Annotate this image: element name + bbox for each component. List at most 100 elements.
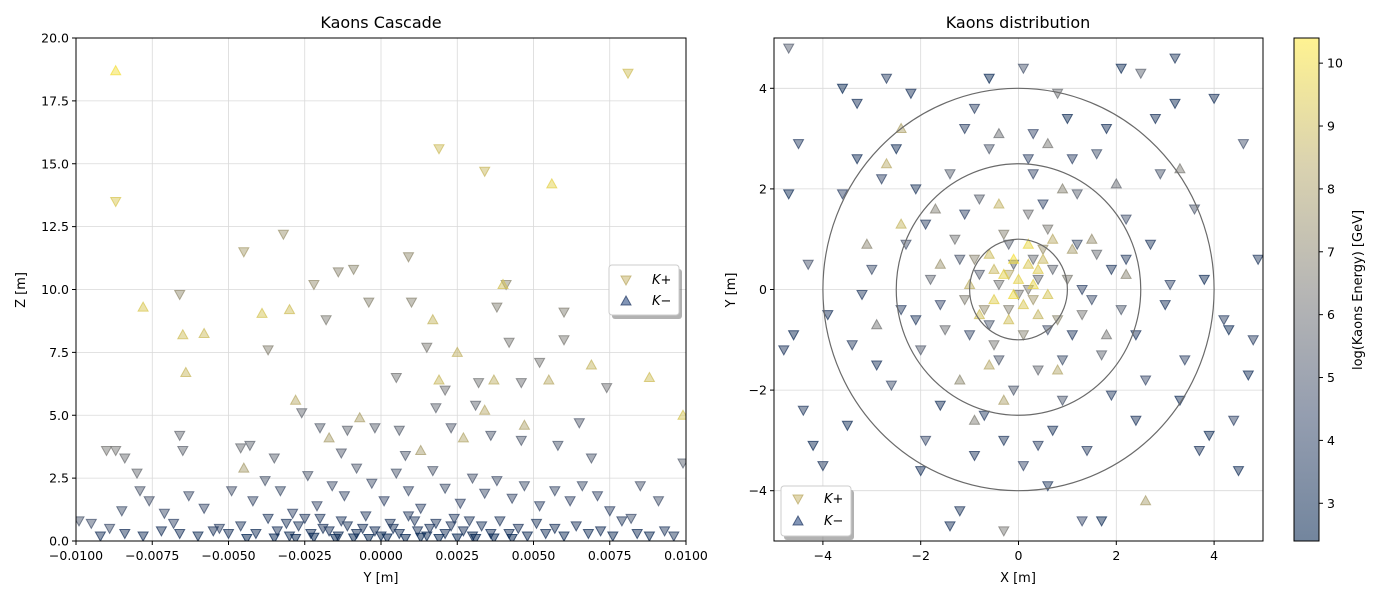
cascade-kminus-point [378, 496, 390, 507]
distribution-kminus-point [841, 420, 854, 432]
distribution-kplus-point [997, 268, 1010, 279]
distribution-kminus-point [1208, 93, 1220, 105]
distribution-kminus-point [939, 325, 951, 336]
cascade-kminus-point [359, 511, 372, 522]
cascade-kminus-point [259, 476, 271, 487]
cascade-kminus-point [115, 506, 128, 517]
distribution-kminus-point [993, 355, 1005, 366]
distribution-kplus-point [934, 258, 947, 269]
distribution-kminus-point [1022, 154, 1035, 165]
cascade-kminus-point [298, 513, 311, 525]
distribution-kminus-point [1061, 114, 1074, 125]
cascade-kminus-point [118, 453, 131, 465]
cascade-kminus-point [173, 290, 186, 301]
cascade-kminus-point [411, 526, 424, 537]
cascade-kminus-point [158, 508, 171, 520]
distribution-kminus-point [934, 300, 947, 311]
distribution-kplus-point [1100, 328, 1113, 340]
distribution-kminus-point [782, 189, 795, 200]
cascade-kplus-point [353, 411, 366, 423]
cascade-kminus-point [314, 513, 326, 525]
cascade-kplus-point [433, 373, 445, 385]
distribution-kminus-point [1027, 129, 1040, 140]
cascade-kminus-point [491, 476, 503, 487]
distribution-kminus-point [1037, 199, 1049, 211]
cascade-kminus-point [469, 534, 482, 541]
cascade-ytick-label: 2.5 [49, 471, 69, 486]
cascade-kminus-point [268, 453, 281, 465]
legend-kplus-marker [620, 275, 632, 287]
distribution-kminus-point [1081, 446, 1093, 457]
cascade-points [76, 64, 686, 541]
legend2-kminus-marker [792, 514, 804, 526]
legend2-kminus-label: K− [824, 514, 843, 529]
cascade-kplus-point [643, 371, 656, 382]
distribution-kminus-point [1154, 169, 1167, 180]
distribution-kminus-point [997, 435, 1010, 447]
legend-kminus-label: K− [652, 294, 671, 309]
cascade-kminus-point [631, 529, 644, 540]
distribution-kminus-point [851, 154, 863, 165]
distribution-kminus-point [1232, 466, 1245, 477]
cascade-kminus-point [335, 516, 348, 527]
cascade-kminus-point [606, 531, 619, 541]
distribution-kplus-point [1046, 233, 1059, 244]
distribution-kplus-point [1017, 298, 1030, 310]
cascade-kminus-point [414, 503, 427, 515]
cascade-kminus-point [173, 430, 186, 442]
cascade-kminus-point [530, 518, 543, 530]
cascade-kminus-point [274, 486, 287, 497]
distribution-kplus-point [870, 318, 883, 330]
cascade-kminus-point [616, 516, 628, 527]
distribution-kminus-point [1120, 254, 1132, 266]
distribution-grid [774, 38, 1263, 541]
cascade-ylabel: Z [m] [14, 272, 29, 308]
cascade-kminus-point [518, 481, 531, 492]
distribution-kminus-point [909, 184, 922, 195]
distribution-kminus-point [1032, 274, 1044, 286]
cascade-ytick-label: 10.0 [41, 282, 69, 297]
cascade-kminus-point [558, 531, 570, 541]
cascade-ytick-label: 12.5 [41, 219, 69, 234]
distribution-kminus-point [885, 380, 898, 392]
cascade-kminus-point [347, 533, 360, 541]
cascade-axes: Kaons Cascade Y [m] Z [m] −0.0100 −0.0075… [14, 13, 708, 586]
cascade-kminus-point [667, 531, 680, 541]
cascade-kminus-point [634, 481, 647, 492]
distribution-kminus-point [1193, 446, 1206, 457]
distribution-kplus-point [1002, 313, 1015, 325]
distribution-kminus-point [777, 345, 790, 356]
distribution-kplus-point [983, 248, 996, 259]
distribution-kminus-point [1041, 481, 1054, 492]
cascade-kminus-point [308, 280, 320, 291]
distribution-kminus-point [963, 330, 976, 341]
cascade-kminus-point [323, 526, 335, 537]
cascade-kminus-point [521, 531, 534, 541]
cascade-kminus-point [405, 297, 418, 309]
distribution-kminus-point [1046, 425, 1059, 437]
cascade-kminus-point [85, 518, 98, 530]
distribution-title: Kaons distribution [946, 13, 1091, 32]
distribution-kminus-point [880, 73, 893, 85]
distribution-ylabel: Y [m] [724, 273, 739, 309]
cascade-kminus-point [131, 468, 143, 480]
cascade-kminus-point [491, 302, 503, 314]
colorbar-tick-label: 10 [1327, 56, 1343, 71]
cascade-kminus-point [268, 533, 281, 541]
distribution-kminus-point [1027, 169, 1040, 180]
cascade-xtick-label: −0.0100 [49, 548, 103, 563]
cascade-xtick-label: 0.0050 [512, 548, 556, 563]
distribution-kminus-point [973, 269, 986, 281]
cascade-kminus-point [433, 534, 445, 541]
legend-kminus-marker [620, 294, 632, 306]
cascade-kminus-point [338, 491, 351, 502]
distribution-circles [822, 87, 1215, 492]
cascade-kminus-point [326, 481, 339, 492]
distribution-kminus-point [895, 305, 907, 316]
distribution-kminus-point [983, 144, 996, 155]
distribution-kplus-point [1007, 253, 1020, 264]
cascade-kminus-point [573, 418, 586, 429]
distribution-xtick-label: −2 [911, 548, 929, 563]
distribution-kminus-point [1100, 124, 1113, 135]
distribution-xtick-label: −4 [814, 548, 832, 563]
